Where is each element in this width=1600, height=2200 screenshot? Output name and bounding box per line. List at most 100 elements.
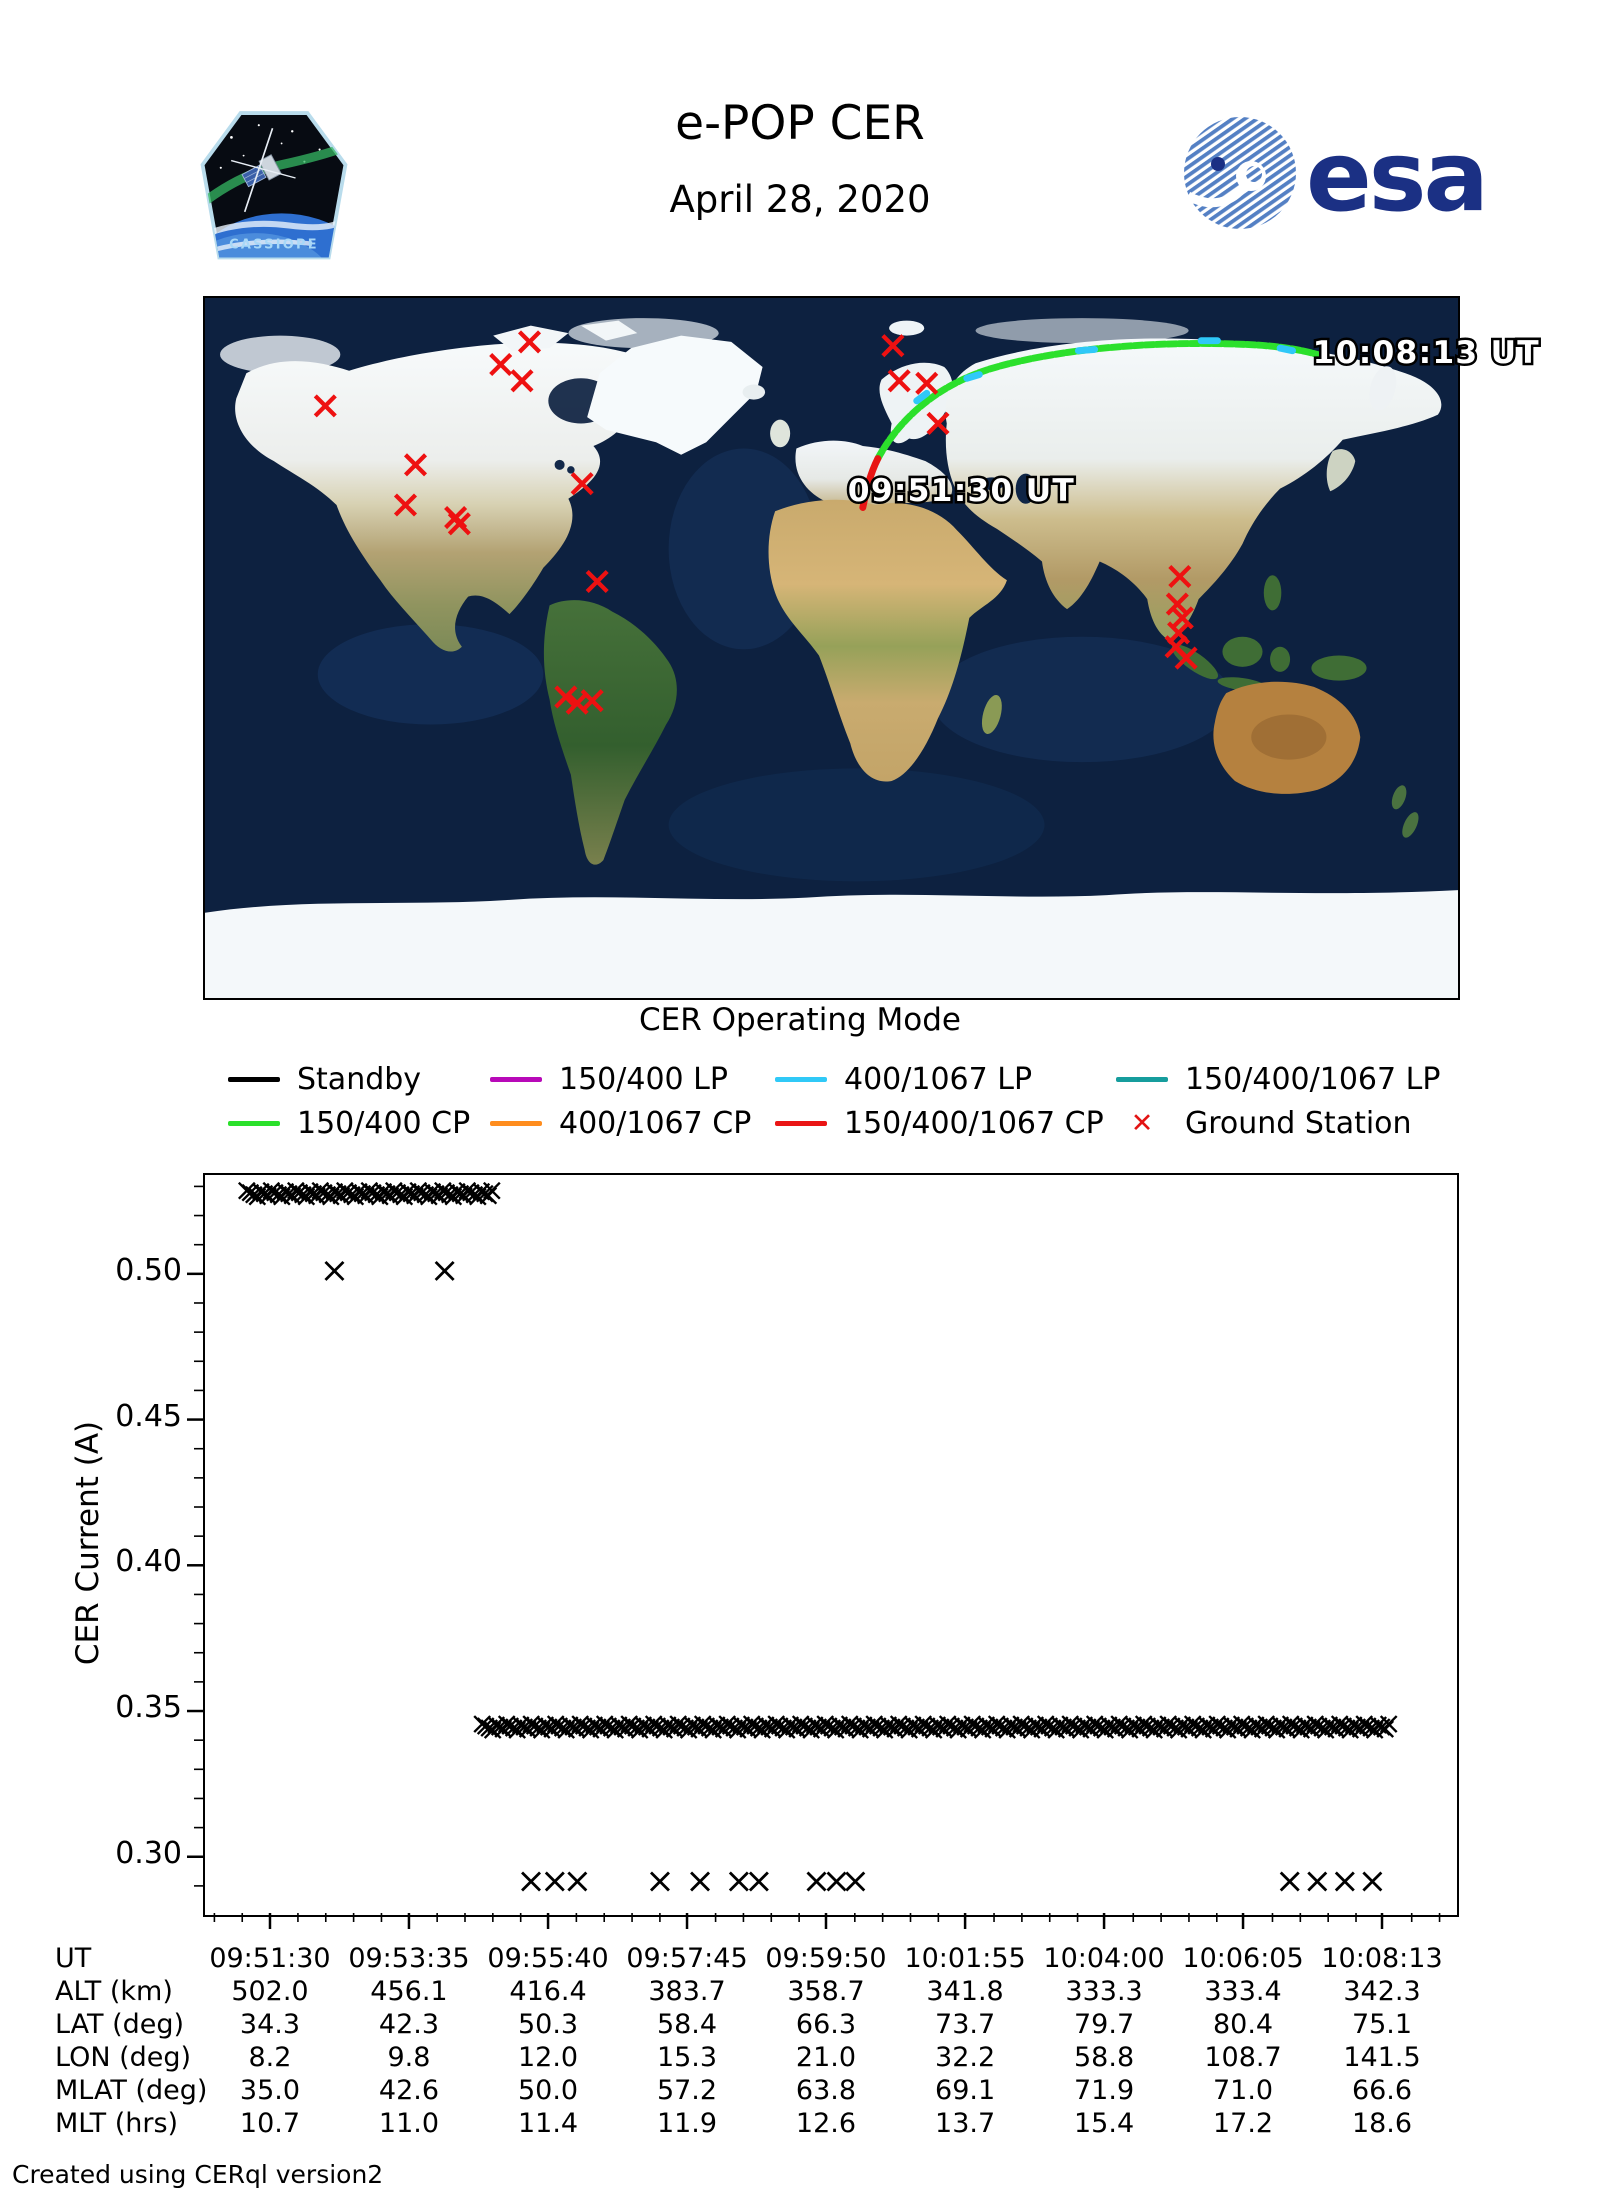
footer-credit: Created using CERql version2 [12,2160,384,2189]
legend-x-marker-icon: ✕ [1130,1107,1154,1139]
table-cell: 58.8 [1074,2042,1135,2073]
table-cell: 15.4 [1074,2108,1135,2139]
iceland [742,384,766,400]
table-cell: 32.2 [935,2042,996,2073]
table-cell: 50.3 [517,2009,579,2040]
ground-station-x-icon [926,411,950,435]
legend-item-label: 400/1067 CP [559,1105,752,1141]
japan [1326,449,1356,492]
y-tick-label: 0.40 [115,1544,182,1580]
legend-item: 150/400/1067 LP [1116,1060,1440,1098]
table-cell: 63.8 [795,2075,857,2106]
y-axis-label: CER Current (A) [70,1420,106,1666]
legend-item: 150/400 LP [490,1060,728,1098]
table-cell: 09:55:40 [487,1943,609,1974]
ground-station-x-icon [1174,646,1198,670]
table-cell: 333.3 [1065,1976,1143,2007]
legend-swatch-line [775,1076,827,1082]
table-cell: 35.0 [239,2075,301,2106]
table-cell: 71.0 [1212,2075,1274,2106]
table-cell: 12.0 [517,2042,579,2073]
greenland [587,335,763,455]
table-cell: 80.4 [1212,2009,1274,2040]
table-cell: 11.9 [656,2108,718,2139]
table-cell: 502.0 [231,1976,309,2007]
data-marker-x [324,1260,345,1281]
page-title: e-POP CER [675,96,925,151]
table-row-header: UT [55,1943,92,1974]
table-cell: 50.0 [517,2075,579,2106]
table-cell: 34.3 [239,2009,301,2040]
table-cell: 09:57:45 [626,1943,748,1974]
esa-logo-icon: esa [1184,117,1489,233]
table-cell: 42.3 [378,2009,440,2040]
legend-item-label: 150/400 CP [297,1105,471,1141]
ground-station-x-icon [393,493,418,517]
ground-station-x-icon [517,330,542,354]
esa-wordmark: esa [1306,120,1486,233]
data-marker-x [826,1871,847,1892]
ground-station-x-icon [881,334,905,358]
page-date: April 28, 2020 [669,178,931,221]
data-marker-x [1362,1871,1383,1892]
philippines [1263,575,1282,611]
legend-swatch-line [490,1076,542,1082]
ground-station-x-icon [403,453,428,477]
caspian-sea [1015,473,1036,504]
satellite-icon [231,127,296,213]
table-cell: 358.7 [787,1976,865,2007]
table-cell: 15.3 [656,2042,718,2073]
table-cell: 75.1 [1351,2009,1413,2040]
patch-label: CASSIOPE [229,237,319,252]
legend-swatch-line [490,1120,542,1126]
data-marker-x [521,1871,542,1892]
ground-station-x-icon [1165,592,1189,616]
data-marker-x [1334,1871,1355,1892]
cassiope-patch-icon: CASSIOPE [200,111,348,260]
cassiope-mission-patch: CASSIOPE [195,110,353,262]
legend-item: 150/400 CP [228,1104,470,1142]
table-cell: 416.4 [509,1976,587,2007]
table-cell: 42.6 [378,2075,440,2106]
table-row-header: LAT (deg) [55,2009,185,2040]
legend-item: 150/400/1067 CP [775,1104,1104,1142]
data-marker-x [544,1871,565,1892]
y-tick-label: 0.35 [115,1690,182,1726]
south-america [543,600,677,865]
legend-item: 400/1067 LP [775,1060,1032,1098]
esa-dot [1211,157,1225,171]
table-cell: 10:06:05 [1182,1943,1304,1974]
table-cell: 9.8 [387,2042,431,2073]
track-cyan-dash [1276,344,1297,355]
track-red-segment [859,455,882,511]
y-tick-label: 0.50 [115,1252,182,1288]
plot-svg [187,1181,1441,1929]
legend-item: 400/1067 CP [490,1104,751,1142]
table-cell: 10:08:13 [1321,1943,1443,1974]
table-cell: 10:04:00 [1043,1943,1165,1974]
ground-station-x-icon [570,472,594,496]
table-cell: 66.6 [1351,2075,1413,2106]
data-marker-x [690,1871,711,1892]
table-cell: 456.1 [370,1976,448,2007]
table-row-header: MLT (hrs) [55,2108,179,2139]
legend-swatch-line [1116,1076,1168,1082]
track-cyan-dash [913,389,931,405]
esa-swoosh [1185,181,1250,208]
ground-station-x-icon [489,352,513,377]
legend-item: Standby [228,1060,421,1098]
legend-title: CER Operating Mode [639,1002,961,1038]
data-marker-x [748,1871,769,1892]
uk [770,419,791,448]
ground-station-x-icon [510,369,534,393]
table-cell: 66.3 [795,2009,857,2040]
table-cell: 73.7 [935,2009,996,2040]
table-cell: 383.7 [648,1976,726,2007]
ground-station-x-icon [580,689,604,713]
continents [205,320,1458,998]
table-cell: 58.4 [656,2009,718,2040]
table-cell: 10:01:55 [904,1943,1026,1974]
table-cell: 10.7 [239,2108,301,2139]
table-cell: 342.3 [1343,1976,1421,2007]
